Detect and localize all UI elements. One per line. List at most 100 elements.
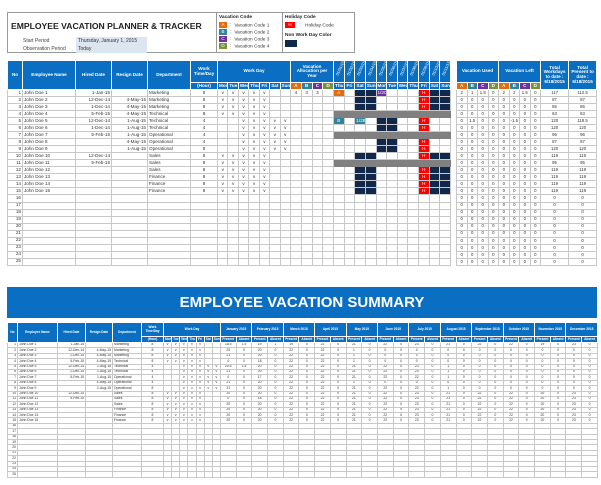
calendar-day-cell[interactable] bbox=[343, 173, 356, 182]
work-day-flag[interactable]: v bbox=[237, 131, 250, 140]
calendar-day-cell[interactable] bbox=[439, 110, 451, 119]
allocation-value[interactable] bbox=[290, 110, 302, 119]
calendar-day-cell[interactable] bbox=[439, 152, 451, 161]
calendar-day-cell[interactable] bbox=[396, 215, 409, 224]
calendar-day-cell[interactable] bbox=[407, 243, 420, 252]
work-day-flag[interactable] bbox=[227, 145, 239, 154]
work-day-flag[interactable]: v bbox=[248, 131, 260, 140]
work-day-flag[interactable] bbox=[269, 215, 281, 224]
allocation-value[interactable] bbox=[311, 201, 324, 210]
resign-date[interactable]: 4-May-15 bbox=[111, 103, 148, 112]
allocation-value[interactable] bbox=[300, 243, 313, 252]
work-day-flag[interactable]: v bbox=[269, 138, 281, 147]
work-day-flag[interactable]: v bbox=[216, 173, 229, 182]
work-day-flag[interactable] bbox=[227, 131, 239, 140]
allocation-value[interactable] bbox=[311, 117, 324, 126]
employee-row[interactable]: 11 John Doe 11 5-Feb-15 Sales 8 v v v v v bbox=[7, 159, 451, 168]
department[interactable]: Technical bbox=[147, 110, 191, 119]
work-day-flag[interactable] bbox=[227, 257, 239, 266]
work-day-flag[interactable]: v bbox=[227, 180, 239, 189]
work-day-flag[interactable] bbox=[269, 194, 281, 203]
calendar-day-cell[interactable] bbox=[354, 145, 366, 154]
calendar-day-cell[interactable] bbox=[364, 222, 377, 231]
calendar-day-cell[interactable] bbox=[354, 88, 366, 98]
calendar-day-cell[interactable] bbox=[343, 159, 356, 168]
calendar-day-cell[interactable] bbox=[333, 152, 345, 161]
calendar-day-cell[interactable] bbox=[364, 131, 377, 140]
employee-name[interactable]: John Doe 6 bbox=[22, 124, 76, 133]
calendar-day-cell[interactable] bbox=[428, 180, 441, 189]
work-day-flag[interactable] bbox=[279, 159, 292, 168]
work-hours[interactable]: 4 bbox=[190, 124, 218, 133]
work-day-flag[interactable] bbox=[269, 103, 281, 112]
work-day-flag[interactable] bbox=[248, 229, 260, 238]
calendar-day-cell[interactable] bbox=[343, 152, 356, 161]
calendar-day-cell[interactable] bbox=[396, 180, 409, 189]
calendar-day-cell[interactable] bbox=[386, 257, 398, 266]
calendar-day-cell[interactable] bbox=[428, 117, 441, 126]
calendar-day-cell[interactable] bbox=[354, 187, 366, 196]
allocation-value[interactable] bbox=[311, 124, 324, 133]
work-day-flag[interactable]: v bbox=[279, 138, 292, 147]
calendar-day-cell[interactable] bbox=[343, 194, 356, 203]
allocation-value[interactable] bbox=[311, 222, 324, 231]
allocation-value[interactable] bbox=[300, 131, 313, 140]
employee-name[interactable]: John Doe 9 bbox=[22, 145, 76, 154]
calendar-day-cell[interactable] bbox=[407, 145, 420, 154]
work-hours[interactable] bbox=[190, 215, 218, 224]
calendar-day-cell[interactable] bbox=[375, 208, 388, 217]
employee-row[interactable]: 1 John Doe 1 1-Jan-15 Marketing 8 v v v v v 4 3 3 A 1/… bbox=[7, 88, 451, 98]
calendar-day-cell[interactable] bbox=[375, 138, 388, 147]
work-day-flag[interactable] bbox=[227, 138, 239, 147]
work-day-flag[interactable] bbox=[258, 194, 271, 203]
calendar-day-cell[interactable] bbox=[428, 229, 441, 238]
employee-row[interactable]: 14 John Doe 14 Finance 8 v v v v v H bbox=[7, 180, 451, 189]
calendar-day-cell[interactable] bbox=[333, 215, 345, 224]
hired-date[interactable] bbox=[75, 236, 112, 245]
work-day-flag[interactable] bbox=[216, 194, 229, 203]
work-day-flag[interactable] bbox=[258, 229, 271, 238]
calendar-day-cell[interactable] bbox=[364, 88, 377, 98]
work-day-flag[interactable] bbox=[269, 257, 281, 266]
calendar-day-cell[interactable] bbox=[418, 215, 430, 224]
work-day-flag[interactable] bbox=[269, 110, 281, 119]
resign-date[interactable] bbox=[111, 243, 148, 252]
work-hours[interactable]: 8 bbox=[190, 173, 218, 182]
allocation-value[interactable] bbox=[311, 250, 324, 259]
employee-row[interactable]: 2 John Doe 2 12-Dec-14 4-May-15 Marketing 8 v v… bbox=[7, 96, 451, 105]
allocation-value[interactable] bbox=[322, 229, 335, 238]
calendar-day-cell[interactable] bbox=[439, 88, 451, 98]
allocation-value[interactable] bbox=[290, 208, 302, 217]
calendar-day-cell[interactable] bbox=[439, 166, 451, 175]
calendar-day-cell[interactable] bbox=[333, 110, 345, 119]
calendar-day-cell[interactable] bbox=[396, 201, 409, 210]
work-day-flag[interactable] bbox=[237, 229, 250, 238]
calendar-day-cell[interactable] bbox=[354, 201, 366, 210]
department[interactable] bbox=[147, 222, 191, 231]
calendar-day-cell[interactable] bbox=[354, 110, 366, 119]
calendar-day-cell[interactable] bbox=[396, 96, 409, 105]
calendar-day-cell[interactable] bbox=[375, 159, 388, 168]
calendar-day-cell[interactable] bbox=[396, 103, 409, 112]
department[interactable] bbox=[147, 243, 191, 252]
calendar-day-cell[interactable] bbox=[354, 152, 366, 161]
calendar-day-cell[interactable] bbox=[333, 257, 345, 266]
work-day-flag[interactable] bbox=[279, 201, 292, 210]
employee-name[interactable]: John Doe 13 bbox=[22, 173, 76, 182]
hired-date[interactable] bbox=[75, 145, 112, 154]
work-day-flag[interactable] bbox=[258, 257, 271, 266]
work-day-flag[interactable]: v bbox=[248, 187, 260, 196]
work-hours[interactable]: 8 bbox=[190, 152, 218, 161]
allocation-value[interactable] bbox=[290, 215, 302, 224]
calendar-day-cell[interactable] bbox=[428, 208, 441, 217]
employee-row[interactable]: 20 bbox=[7, 222, 451, 231]
work-day-flag[interactable] bbox=[248, 215, 260, 224]
calendar-day-cell[interactable] bbox=[333, 173, 345, 182]
calendar-day-cell[interactable] bbox=[396, 194, 409, 203]
work-day-flag[interactable]: v bbox=[237, 117, 250, 126]
work-day-flag[interactable] bbox=[269, 236, 281, 245]
calendar-day-cell[interactable]: H bbox=[418, 88, 430, 98]
calendar-day-cell[interactable] bbox=[343, 88, 356, 98]
work-day-flag[interactable] bbox=[269, 159, 281, 168]
calendar-day-cell[interactable] bbox=[375, 215, 388, 224]
